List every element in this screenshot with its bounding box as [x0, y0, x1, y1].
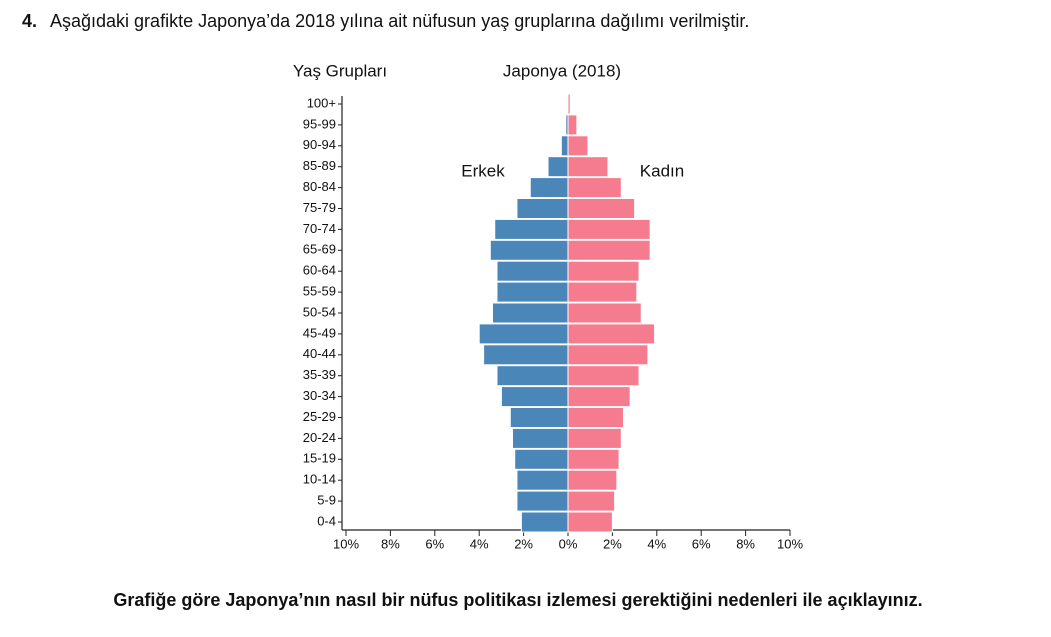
series-label: Kadın — [640, 161, 684, 180]
bar — [512, 427, 569, 449]
y-tick-label: 50-54 — [303, 304, 336, 319]
bar — [567, 260, 640, 282]
y-tick-label: 70-74 — [303, 221, 336, 236]
bar — [514, 448, 569, 470]
bar — [567, 218, 651, 240]
y-tick-label: 95-99 — [303, 116, 336, 131]
bar — [567, 198, 636, 219]
bar — [567, 511, 613, 533]
y-tick-label: 5-9 — [317, 493, 336, 508]
y-tick-label: 20-24 — [303, 430, 336, 445]
question-prompt: Grafiğe göre Japonya’nın nasıl bir nüfus… — [113, 590, 922, 610]
question-text: Aşağıdaki grafikte Japonya’da 2018 yılın… — [50, 11, 749, 31]
bar — [489, 239, 569, 261]
y-tick-label: 80-84 — [303, 179, 336, 194]
bar — [478, 323, 569, 345]
bar — [520, 511, 569, 533]
y-tick-label: 25-29 — [303, 409, 336, 424]
bar — [567, 407, 624, 428]
bar — [547, 156, 569, 178]
bar — [567, 490, 616, 512]
y-tick-label: 100+ — [307, 95, 336, 110]
bar — [567, 114, 578, 136]
x-tick-label: 6% — [425, 536, 444, 551]
bar — [567, 448, 620, 470]
bar — [567, 135, 589, 157]
bar — [560, 135, 569, 157]
bar — [567, 323, 656, 345]
y-tick-label: 75-79 — [303, 200, 336, 215]
x-tick-label: 6% — [692, 536, 711, 551]
chart-title: Japonya (2018) — [503, 61, 621, 80]
bar — [567, 344, 649, 366]
x-tick-label: 2% — [514, 536, 533, 551]
bar — [496, 260, 569, 282]
bar — [492, 302, 569, 324]
bar — [567, 427, 622, 449]
y-tick-label: 15-19 — [303, 451, 336, 466]
x-tick-label: 4% — [470, 536, 489, 551]
bar — [567, 156, 609, 178]
bar — [483, 344, 569, 366]
bar — [494, 218, 569, 240]
x-tick-label: 8% — [381, 536, 400, 551]
y-tick-label: 65-69 — [303, 242, 336, 257]
y-tick-label: 30-34 — [303, 388, 336, 403]
x-tick-label: 10% — [777, 536, 803, 551]
bar — [496, 281, 569, 303]
y-tick-label: 55-59 — [303, 284, 336, 299]
x-tick-label: 4% — [647, 536, 666, 551]
y-tick-label: 40-44 — [303, 346, 336, 361]
bar — [567, 365, 640, 387]
bar — [567, 93, 571, 115]
bar — [529, 177, 569, 199]
bar — [567, 302, 642, 324]
x-tick-label: 2% — [603, 536, 622, 551]
bar — [500, 386, 569, 408]
y-tick-label: 85-89 — [303, 158, 336, 173]
bar — [567, 469, 618, 491]
bar — [567, 239, 651, 261]
x-tick-label: 8% — [736, 536, 755, 551]
y-tick-label: 60-64 — [303, 263, 336, 278]
x-tick-label: 10% — [333, 536, 359, 551]
bar — [567, 386, 631, 408]
y-axis-title: Yaş Grupları — [293, 61, 387, 80]
y-tick-label: 10-14 — [303, 472, 336, 487]
bar — [496, 365, 569, 387]
x-tick-label: 0% — [559, 536, 578, 551]
y-tick-label: 45-49 — [303, 325, 336, 340]
y-tick-label: 35-39 — [303, 367, 336, 382]
bar — [516, 490, 569, 512]
bar — [567, 281, 638, 303]
y-tick-label: 0-4 — [317, 513, 336, 528]
series-label: Erkek — [461, 161, 505, 180]
question-number: 4. — [22, 11, 37, 31]
bar — [509, 407, 569, 428]
bar — [567, 177, 622, 199]
bar — [516, 198, 569, 219]
y-tick-label: 90-94 — [303, 137, 336, 152]
bar — [516, 469, 569, 491]
